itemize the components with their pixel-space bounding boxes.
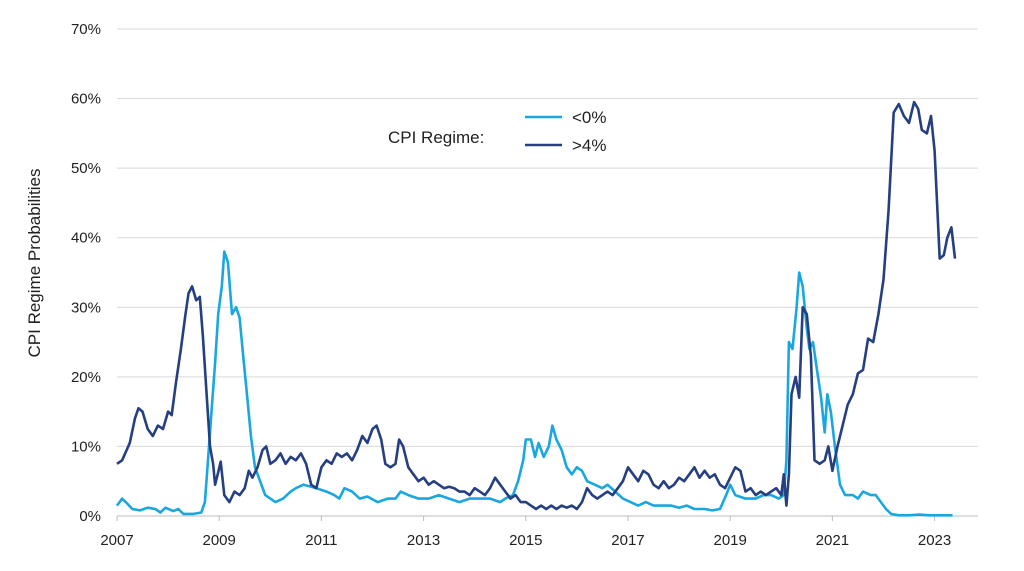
- x-tick-label: 2019: [713, 532, 746, 549]
- x-tick-label: 2015: [509, 532, 542, 549]
- y-tick-label: 30%: [71, 299, 101, 316]
- x-tick-label: 2011: [305, 532, 337, 549]
- legend-title: CPI Regime:: [388, 128, 484, 147]
- y-tick-label: 40%: [71, 230, 101, 247]
- x-tick-label: 2007: [100, 532, 133, 549]
- y-tick-label: 60%: [71, 91, 101, 108]
- y-tick-label: 70%: [71, 21, 101, 38]
- x-tick-label: 2023: [918, 532, 951, 549]
- y-tick-label: 0%: [79, 508, 101, 525]
- series-lines: [115, 100, 957, 517]
- y-tick-label: 10%: [71, 438, 101, 455]
- series-line-above-four: [116, 100, 957, 511]
- x-tick-label: 2009: [203, 532, 236, 549]
- legend-entry-label: >4%: [572, 136, 607, 155]
- x-tick-label: 2013: [407, 532, 440, 549]
- y-tick-label: 20%: [71, 369, 101, 386]
- x-tick-label: 2017: [611, 532, 644, 549]
- x-axis-ticks: 2007 2009 2011 2013 2015 2017 2019 2021 2023: [100, 516, 951, 549]
- y-tick-label: 50%: [71, 160, 101, 177]
- series-line-below-zero: [115, 250, 953, 517]
- legend: CPI Regime: <0% >4%: [388, 108, 607, 155]
- grid-lines: [117, 28, 978, 447]
- x-tick-label: 2021: [816, 532, 849, 549]
- y-axis-ticks: 0% 10% 20% 30% 40% 50% 60% 70%: [71, 21, 101, 525]
- legend-entry-label: <0%: [572, 108, 607, 127]
- y-axis-title: CPI Regime Probabilities: [25, 169, 44, 358]
